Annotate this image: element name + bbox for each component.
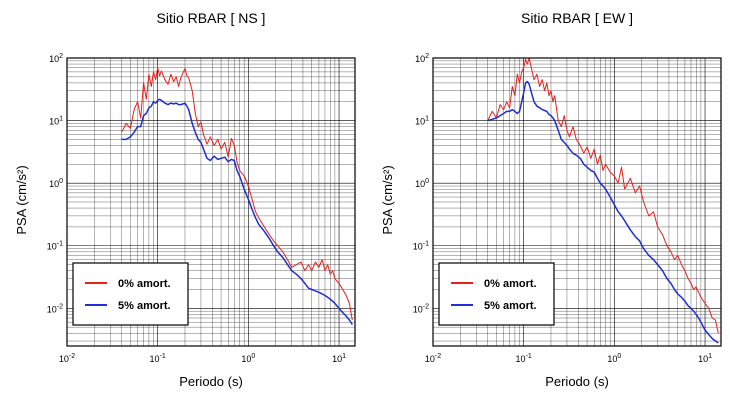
y-tick-label: 100 xyxy=(49,178,63,189)
x-axis-label: Periodo (s) xyxy=(545,374,609,389)
legend-box xyxy=(72,262,189,326)
series-0pct-line xyxy=(487,57,719,334)
tick-labels: 10-2 10-1 100 101 10-2 10-1 100 101 102 xyxy=(47,53,346,364)
series-5pct-line xyxy=(121,98,353,325)
legend-box xyxy=(438,262,555,326)
legend: 0% amort. 5% amort. xyxy=(72,262,189,326)
grid xyxy=(66,57,355,346)
x-tick-label: 101 xyxy=(698,353,712,364)
y-axis-label: PSA (cm/s²) xyxy=(380,165,395,234)
chart-panel-ew: Sitio RBAR [ EW ] Periodo (s) PSA (cm/s²… xyxy=(380,10,722,389)
x-tick-label: 100 xyxy=(241,353,255,364)
x-tick-label: 10-1 xyxy=(150,353,166,364)
chart-title: Sitio RBAR [ EW ] xyxy=(521,10,633,26)
x-tick-label: 10-2 xyxy=(59,353,75,364)
x-tick-label: 10-1 xyxy=(516,353,532,364)
legend-label-5pct: 5% amort. xyxy=(484,300,537,312)
y-tick-label: 100 xyxy=(415,178,429,189)
y-tick-label: 10-2 xyxy=(413,303,429,314)
y-tick-label: 102 xyxy=(49,53,63,64)
chart-panel-ns: Sitio RBAR [ NS ] Periodo (s) PSA (cm/s²… xyxy=(14,10,356,389)
x-axis-label: Periodo (s) xyxy=(179,374,243,389)
plot-frame xyxy=(432,57,722,347)
x-tick-label: 10-2 xyxy=(425,353,441,364)
legend: 0% amort. 5% amort. xyxy=(438,262,555,326)
plot-frame xyxy=(66,57,356,347)
y-tick-label: 10-2 xyxy=(47,303,63,314)
x-tick-label: 101 xyxy=(332,353,346,364)
y-tick-label: 101 xyxy=(49,116,63,127)
series-group xyxy=(121,67,353,325)
y-axis-label: PSA (cm/s²) xyxy=(14,165,29,234)
series-0pct-line xyxy=(121,67,353,321)
y-tick-label: 102 xyxy=(415,53,429,64)
legend-label-0pct: 0% amort. xyxy=(118,278,171,290)
y-tick-label: 10-1 xyxy=(413,241,429,252)
tick-labels: 10-2 10-1 100 101 10-2 10-1 100 101 102 xyxy=(413,53,712,364)
y-tick-label: 101 xyxy=(415,116,429,127)
series-5pct-line xyxy=(487,80,719,344)
legend-label-5pct: 5% amort. xyxy=(118,300,171,312)
chart-title: Sitio RBAR [ NS ] xyxy=(157,10,266,26)
y-tick-label: 10-1 xyxy=(47,241,63,252)
x-tick-label: 100 xyxy=(607,353,621,364)
series-group xyxy=(487,57,719,344)
legend-label-0pct: 0% amort. xyxy=(484,278,537,290)
